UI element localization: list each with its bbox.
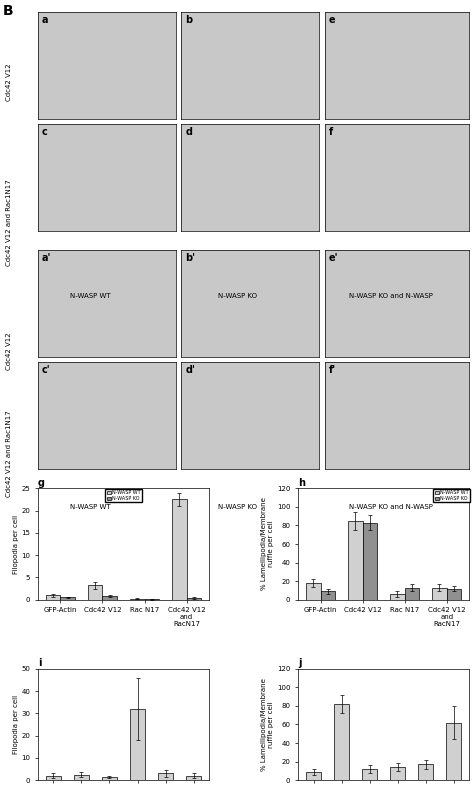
Text: Cdc42 V12 and Rac1N17: Cdc42 V12 and Rac1N17 xyxy=(7,411,12,497)
Y-axis label: % Lamellipodia/Membrane
ruffle per cell: % Lamellipodia/Membrane ruffle per cell xyxy=(261,678,274,771)
Bar xyxy=(348,521,363,600)
Text: N-WASP WT: N-WASP WT xyxy=(70,504,110,511)
Text: b: b xyxy=(185,15,192,25)
Bar xyxy=(432,588,447,600)
Text: c': c' xyxy=(42,366,51,375)
Bar xyxy=(74,775,89,780)
Text: i: i xyxy=(38,658,41,668)
Text: N-WASP WT: N-WASP WT xyxy=(70,293,110,299)
Bar xyxy=(446,723,462,780)
Bar xyxy=(88,585,102,600)
Y-axis label: % Lamellipodia/Membrane
ruffle per cell: % Lamellipodia/Membrane ruffle per cell xyxy=(261,497,274,590)
Legend: N-WASP WT, N-WASP KO: N-WASP WT, N-WASP KO xyxy=(433,489,470,503)
Legend: N-WASP WT, N-WASP KO: N-WASP WT, N-WASP KO xyxy=(105,489,142,503)
Text: d': d' xyxy=(185,366,195,375)
Text: Cdc42 V12: Cdc42 V12 xyxy=(7,63,12,101)
Text: e': e' xyxy=(329,253,338,263)
Bar xyxy=(334,704,349,780)
Y-axis label: Filopodia per cell: Filopodia per cell xyxy=(12,695,18,754)
Text: c: c xyxy=(42,127,48,137)
Text: j: j xyxy=(298,658,301,668)
Text: e: e xyxy=(329,15,336,25)
Bar xyxy=(306,583,320,600)
Bar xyxy=(102,777,117,780)
Bar xyxy=(130,709,145,780)
Bar xyxy=(186,775,201,780)
Text: Cdc42 V12 and Rac1N17: Cdc42 V12 and Rac1N17 xyxy=(7,180,12,266)
Text: a: a xyxy=(42,15,48,25)
Text: b': b' xyxy=(185,253,195,263)
Text: f': f' xyxy=(329,366,336,375)
Text: g: g xyxy=(38,478,45,488)
Bar xyxy=(306,771,321,780)
Text: B: B xyxy=(2,4,13,18)
Bar xyxy=(102,597,117,600)
Bar xyxy=(405,588,419,600)
Bar xyxy=(390,594,405,600)
Bar xyxy=(46,595,60,600)
Bar xyxy=(172,500,187,600)
Bar xyxy=(418,764,433,780)
Text: d: d xyxy=(185,127,192,137)
Bar xyxy=(187,598,201,600)
Text: N-WASP KO and N-WASP: N-WASP KO and N-WASP xyxy=(349,293,433,299)
Bar xyxy=(130,599,145,600)
Bar xyxy=(390,768,405,780)
Bar xyxy=(362,769,377,780)
Bar xyxy=(158,774,173,780)
Text: f: f xyxy=(329,127,333,137)
Bar xyxy=(46,775,61,780)
Text: h: h xyxy=(298,478,305,488)
Text: N-WASP KO: N-WASP KO xyxy=(218,504,256,511)
Text: N-WASP KO and N-WASP: N-WASP KO and N-WASP xyxy=(349,504,433,511)
Text: a': a' xyxy=(42,253,51,263)
Bar xyxy=(363,522,377,600)
Text: N-WASP KO: N-WASP KO xyxy=(218,293,256,299)
Bar xyxy=(320,591,335,600)
Y-axis label: Filopodia per cell: Filopodia per cell xyxy=(12,515,18,574)
Bar xyxy=(60,597,75,600)
Text: Cdc42 V12: Cdc42 V12 xyxy=(7,333,12,370)
Bar xyxy=(447,589,462,600)
